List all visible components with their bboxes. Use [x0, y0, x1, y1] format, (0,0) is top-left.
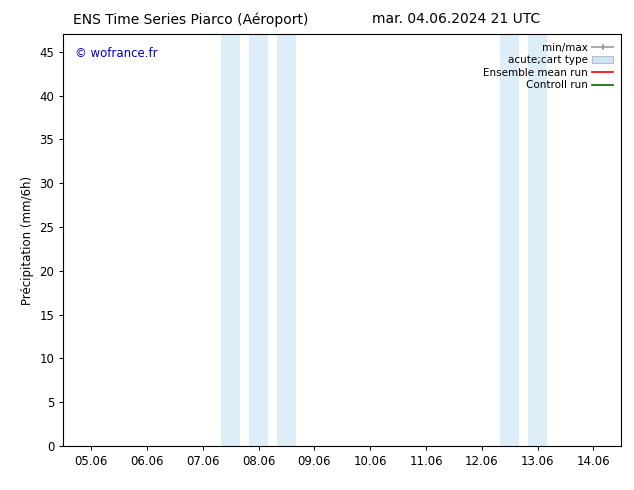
Text: mar. 04.06.2024 21 UTC: mar. 04.06.2024 21 UTC — [372, 12, 541, 26]
Bar — [221, 34, 240, 446]
Y-axis label: Précipitation (mm/6h): Précipitation (mm/6h) — [21, 175, 34, 305]
Text: © wofrance.fr: © wofrance.fr — [75, 47, 157, 60]
Legend: min/max, acute;cart type, Ensemble mean run, Controll run: min/max, acute;cart type, Ensemble mean … — [480, 40, 616, 94]
Bar — [277, 34, 296, 446]
Bar — [500, 34, 519, 446]
Text: ENS Time Series Piarco (Aéroport): ENS Time Series Piarco (Aéroport) — [72, 12, 308, 27]
Bar — [249, 34, 268, 446]
Bar — [528, 34, 547, 446]
